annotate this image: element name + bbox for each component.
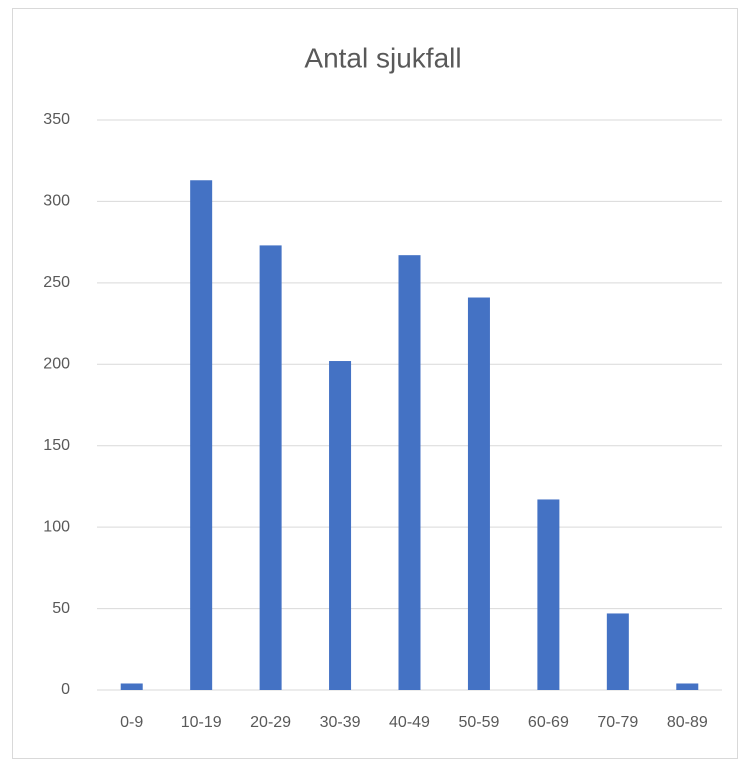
x-tick-label: 50-59 [458, 714, 499, 731]
x-tick-label: 0-9 [120, 714, 143, 731]
x-tick-label: 70-79 [597, 714, 638, 731]
chart-title: Antal sjukfall [304, 42, 461, 73]
y-tick-label: 0 [61, 681, 70, 698]
y-tick-label: 50 [52, 600, 70, 617]
x-tick-label: 40-49 [389, 714, 430, 731]
bar [467, 297, 490, 690]
bar [606, 613, 629, 690]
y-tick-label: 200 [43, 356, 70, 373]
bar [398, 255, 421, 690]
bar [537, 499, 560, 690]
x-tick-label: 30-39 [320, 714, 361, 731]
y-tick-label: 250 [43, 274, 70, 291]
y-tick-label: 350 [43, 111, 70, 128]
x-tick-label: 10-19 [181, 714, 222, 731]
x-tick-label: 80-89 [667, 714, 708, 731]
bar [120, 683, 143, 690]
y-tick-label: 100 [43, 518, 70, 535]
bar [259, 245, 282, 690]
y-tick-label: 150 [43, 437, 70, 454]
y-tick-label: 300 [43, 193, 70, 210]
x-tick-label: 60-69 [528, 714, 569, 731]
x-tick-label: 20-29 [250, 714, 291, 731]
bar [190, 180, 213, 690]
bar [676, 683, 699, 690]
bar [329, 361, 352, 690]
